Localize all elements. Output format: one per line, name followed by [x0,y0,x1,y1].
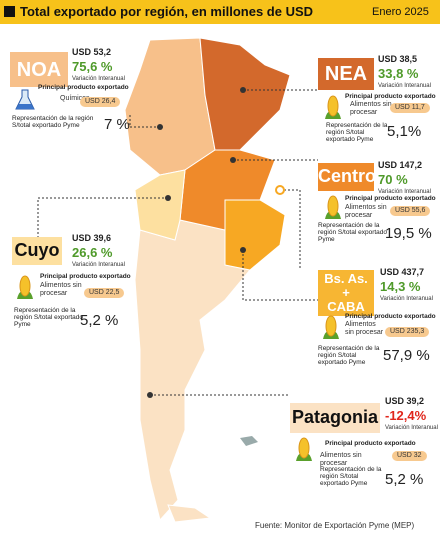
product: Alimentos sin procesar [40,282,82,297]
tierra-del-fuego [167,504,212,523]
share-label: Representación de la región S/total expo… [326,122,388,144]
region-name: Bs. As. [324,270,368,286]
share: 5,1% [387,123,422,140]
product: Alimentos sin procesar [350,101,392,116]
region-total: USD 39,2 [385,396,425,406]
share-label: Representación de la región S/total expo… [318,345,380,367]
region-growth: 14,3 % [380,279,421,294]
region-total: USD 437,7 [380,267,425,277]
product-icon [325,195,341,219]
bsas-area [224,199,286,271]
product-value: USD 11,7 [390,103,430,113]
date: Enero 2025 [372,6,429,18]
nea-area [199,37,291,151]
growth-label: Variación Interanual [380,296,433,302]
product: Alimentos sin procesar [320,452,362,467]
product-icon [296,437,312,461]
malvinas [240,436,258,446]
product-icon [17,275,33,299]
product-value: USD 26,4 [80,97,121,107]
growth-label: Variación Interanual [72,262,125,268]
product: Alimentos sin procesar [345,321,384,336]
share-label: Representación de la región S/total expo… [318,222,388,244]
region-name: Centro [318,166,376,187]
product-icon [325,95,341,119]
region-name: Cuyo [14,240,60,261]
region-name-box: NOA [10,52,68,87]
region-name: NOA [16,58,62,81]
region-name-box: Centro [318,163,376,191]
header-bar [0,0,440,24]
product-icon [15,89,35,110]
region-growth: 75,6 % [72,59,113,74]
region-dot [240,247,246,253]
growth-label: Variación Interanual [378,189,431,195]
region-growth: -12,4% [385,408,427,423]
product-label: Principal producto exportado [345,93,436,100]
region-growth: 70 % [378,172,408,187]
share: 19,5 % [385,225,432,242]
leader-line [37,197,168,237]
product-label: Principal producto exportado [40,273,131,280]
leader-line [242,250,318,301]
region-total: USD 38,5 [378,54,418,64]
product-value: USD 32 [392,451,427,461]
region-name: + [342,284,350,300]
region-name: CABA [327,299,365,315]
region-growth: 26,6 % [72,245,113,260]
region-dot [165,195,171,201]
region-dot [230,157,236,163]
product-icon [323,315,339,339]
product: Alimentos sin procesar [345,204,387,219]
growth-label: Variación Interanual [385,425,438,431]
region-total: USD 39,6 [72,233,112,243]
product-value: USD 235,3 [385,327,430,337]
region-name: NEA [324,63,368,85]
share-label: Representación de la región S/total expo… [320,466,382,488]
product-value: USD 22,5 [84,288,125,298]
growth-label: Variación Interanual [378,83,431,89]
leader-line [280,189,301,270]
header-icon [4,6,15,17]
source: Fuente: Monitor de Exportación Pyme (MEP… [255,521,415,530]
product-label: Principal producto exportado [345,313,436,320]
title: Total exportado por región, en millones … [20,4,314,19]
leader-line [129,115,160,128]
product-label: Principal producto exportado [325,440,416,447]
product-label: Principal producto exportado [345,195,436,202]
region-name: Patagonia [291,407,379,428]
product-label: Principal producto exportado [38,84,129,91]
caba-marker [275,185,285,195]
share: 5,2 % [385,471,424,488]
product: Químicos [60,95,90,102]
share: 7 % [104,116,130,133]
product-value: USD 55,6 [390,206,431,216]
share-label: Representación de la región S/total expo… [14,307,84,329]
share-label: Representación de la región S/total expo… [12,115,94,130]
growth-label: Variación Interanual [72,76,125,82]
cuyo-area [134,169,186,241]
region-name-box: Cuyo [12,237,62,265]
region-total: USD 53,2 [72,47,112,57]
region-total: USD 147,2 [378,160,423,170]
share: 57,9 % [383,347,430,364]
share: 5,2 % [80,312,119,329]
region-growth: 33,8 % [378,66,419,81]
region-dot [147,392,153,398]
region-dot [157,124,163,130]
region-dot [240,87,246,93]
region-name-box: Patagonia [290,403,380,433]
region-name-box: Bs. As. + CABA [318,270,374,316]
region-name-box: NEA [318,58,374,90]
